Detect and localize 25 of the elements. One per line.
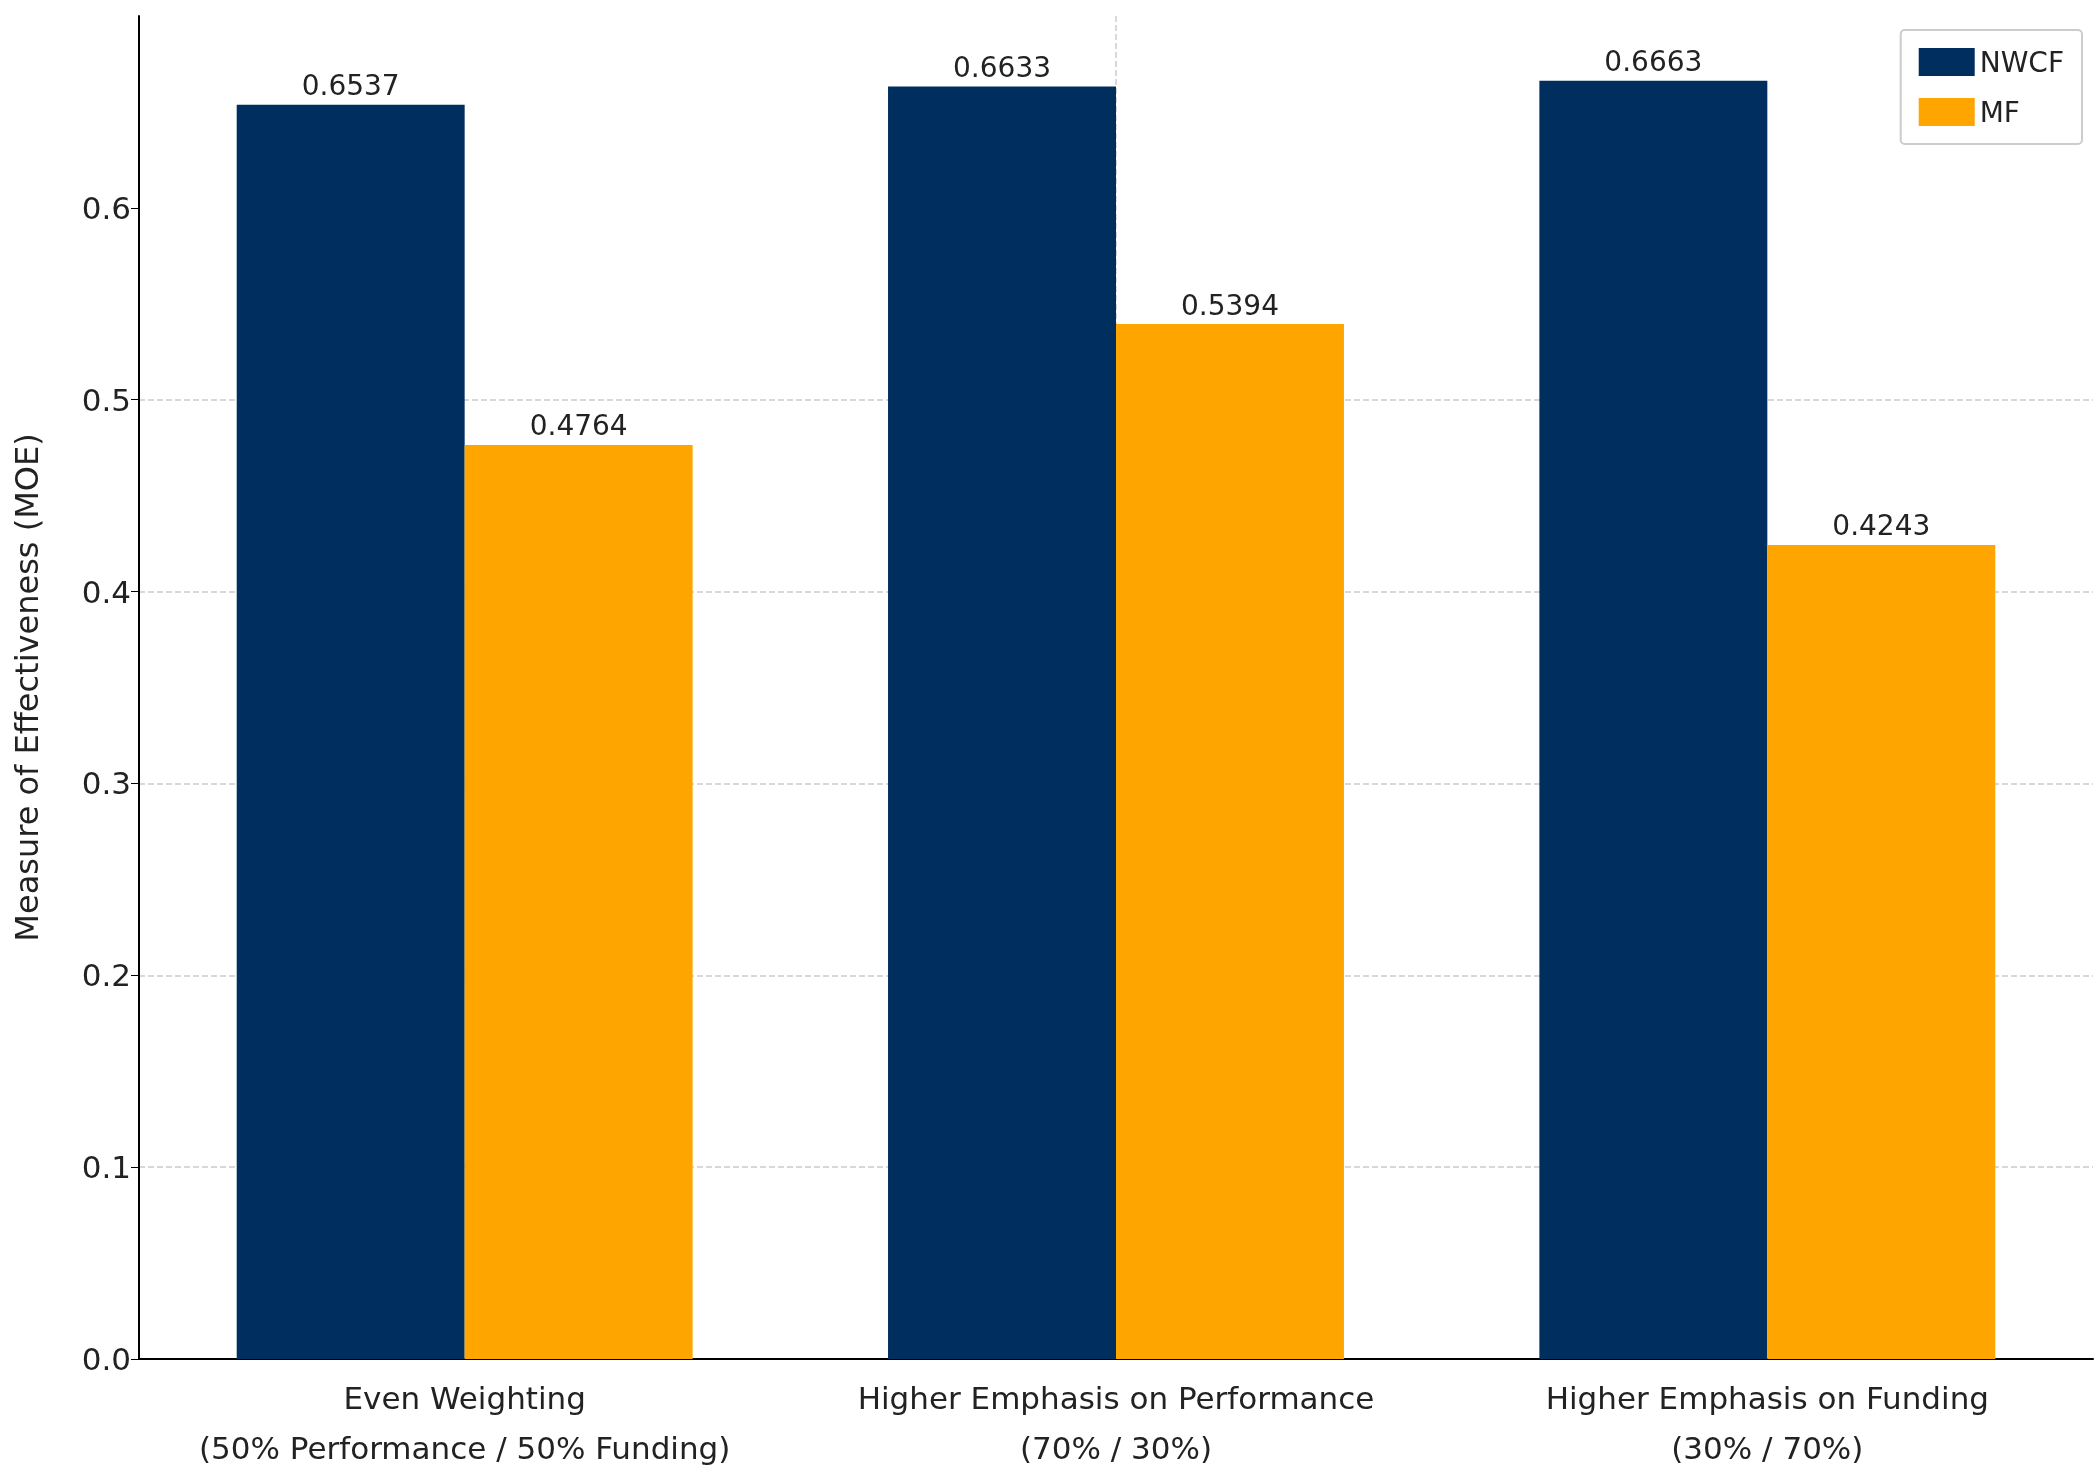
y-tick-label: 0.5 xyxy=(81,381,131,418)
data-label: 0.5394 xyxy=(1180,288,1279,322)
x-tick-label: Higher Emphasis on Funding (30% / 70%) xyxy=(1545,1380,1989,1466)
y-tick-label: 0.2 xyxy=(81,957,131,994)
y-axis-title: Measure of Effectiveness (MOE) xyxy=(8,433,46,942)
bar xyxy=(464,444,693,1359)
legend-label: NWCF xyxy=(1979,45,2065,79)
bar xyxy=(888,86,1116,1359)
y-tick-label: 0.6 xyxy=(81,189,131,226)
bar xyxy=(1767,544,1996,1359)
data-label: 0.4764 xyxy=(529,409,628,443)
y-tick-label: 0.1 xyxy=(81,1149,131,1186)
data-label: 0.6663 xyxy=(1604,45,1703,79)
x-tick-label: Even Weighting (50% Performance / 50% Funding) xyxy=(198,1380,731,1466)
data-label: 0.4243 xyxy=(1832,509,1931,543)
y-tick-label: 0.3 xyxy=(81,765,131,802)
x-tick-label: Higher Emphasis on Performance (70% / 30%) xyxy=(857,1380,1375,1466)
legend-label: MF xyxy=(1979,95,2020,129)
bar xyxy=(1116,324,1344,1359)
data-label: 0.6537 xyxy=(301,69,400,103)
bar xyxy=(236,104,465,1359)
bar xyxy=(1539,80,1768,1359)
y-tick-label: 0.0 xyxy=(81,1341,131,1377)
data-label: 0.6633 xyxy=(953,50,1052,84)
y-tick-label: 0.4 xyxy=(81,573,131,610)
